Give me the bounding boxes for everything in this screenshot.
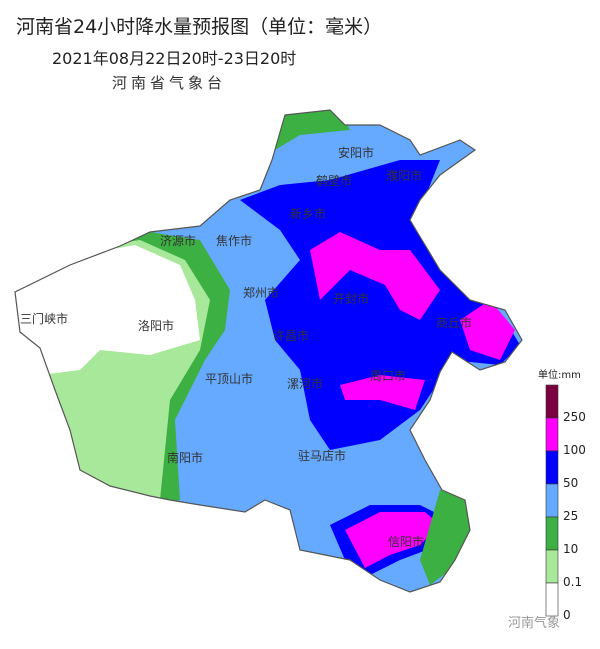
legend-label: 250 (563, 410, 586, 424)
legend-label: 10 (563, 542, 579, 556)
city-label: 鹤壁市 (316, 173, 352, 188)
zone-100-250-shangqiu (460, 300, 515, 360)
city-labels: 安阳市 鹤壁市 濮阳市 新乡市 济源市 焦作市 三门峡市 洛阳市 郑州市 开封市… (20, 145, 472, 549)
legend-swatch (545, 384, 559, 419)
map-title: 河南省24小时降水量预报图（单位：毫米） (16, 16, 383, 38)
zone-50-100 (240, 160, 520, 450)
city-label: 安阳市 (338, 145, 374, 160)
city-label: 洛阳市 (138, 318, 174, 333)
legend-swatch (545, 582, 559, 617)
city-label: 商丘市 (436, 315, 472, 330)
city-label: 信阳市 (388, 534, 424, 549)
zone-10-25-north (270, 110, 350, 150)
issuer: 河南省气象台 (112, 74, 227, 92)
city-label: 济源市 (160, 233, 196, 248)
legend-unit: 单位:mm (538, 370, 581, 381)
legend-colorbar (545, 384, 559, 617)
legend-swatch (545, 516, 559, 551)
watermark: 河南气象 (508, 616, 561, 631)
legend-label: 100 (563, 443, 586, 457)
zone-0-01 (15, 245, 200, 380)
city-label: 许昌市 (273, 328, 309, 343)
city-label: 周口市 (370, 368, 406, 383)
city-label: 焦作市 (216, 233, 252, 248)
legend-label: 50 (563, 476, 579, 490)
rain-zones (15, 110, 522, 592)
city-label: 南阳市 (167, 450, 203, 465)
city-label: 开封市 (333, 291, 369, 306)
city-label: 三门峡市 (20, 311, 68, 326)
city-label: 濮阳市 (386, 168, 422, 183)
legend-swatch (545, 483, 559, 518)
legend-swatch (545, 417, 559, 452)
map-subtitle: 2021年08月22日20时-23日20时 (52, 49, 297, 68)
legend-label: 0.1 (563, 575, 583, 589)
zone-100-250-xinyang (345, 512, 440, 568)
city-label: 新乡市 (290, 206, 326, 221)
zone-10-25-south (420, 490, 470, 585)
zone-100-250-zhoukou (340, 375, 425, 410)
legend-label: 25 (563, 509, 579, 523)
city-label: 漯河市 (287, 376, 323, 391)
legend-label: 0 (563, 608, 571, 622)
zone-100-250-kaifeng (310, 232, 440, 320)
city-label: 驻马店市 (298, 448, 346, 463)
city-label: 平顶山市 (205, 371, 253, 386)
city-label: 郑州市 (243, 285, 279, 300)
legend-swatch (545, 549, 559, 584)
legend-swatch (545, 450, 559, 485)
